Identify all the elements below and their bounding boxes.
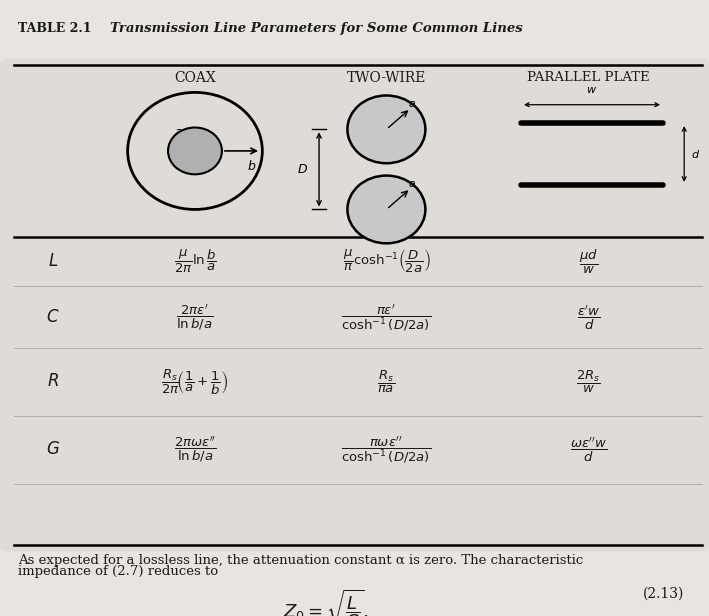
Text: TWO-WIRE: TWO-WIRE	[347, 71, 426, 85]
Text: $\dfrac{R_s}{\pi a}$: $\dfrac{R_s}{\pi a}$	[377, 369, 396, 395]
Text: impedance of (2.7) reduces to: impedance of (2.7) reduces to	[18, 565, 218, 578]
Text: PARALLEL PLATE: PARALLEL PLATE	[527, 71, 649, 84]
Circle shape	[168, 128, 222, 174]
Text: $Z_0 = \sqrt{\dfrac{L}{C}},$: $Z_0 = \sqrt{\dfrac{L}{C}},$	[284, 587, 369, 616]
Circle shape	[347, 95, 425, 163]
Text: As expected for a lossless line, the attenuation constant α is zero. The charact: As expected for a lossless line, the att…	[18, 554, 583, 567]
Text: $a$: $a$	[408, 99, 416, 109]
Text: $a$: $a$	[174, 126, 183, 139]
Text: $b$: $b$	[247, 160, 256, 173]
Text: $\dfrac{R_s}{2\pi}\!\left(\dfrac{1}{a}+\dfrac{1}{b}\right)$: $\dfrac{R_s}{2\pi}\!\left(\dfrac{1}{a}+\…	[161, 367, 229, 397]
Text: $D$: $D$	[297, 163, 308, 176]
Text: $\mathit{L}$: $\mathit{L}$	[48, 253, 58, 270]
Text: $\dfrac{\epsilon' w}{d}$: $\dfrac{\epsilon' w}{d}$	[576, 303, 601, 331]
Text: $\dfrac{\mu}{\pi}\cosh^{-1}\!\left(\dfrac{D}{2a}\right)$: $\dfrac{\mu}{\pi}\cosh^{-1}\!\left(\dfra…	[342, 248, 430, 275]
Text: $\dfrac{\pi\omega\epsilon''}{\cosh^{-1}(D/2a)}$: $\dfrac{\pi\omega\epsilon''}{\cosh^{-1}(…	[341, 434, 432, 465]
Text: $\dfrac{2\pi\omega\epsilon''}{\ln b/a}$: $\dfrac{2\pi\omega\epsilon''}{\ln b/a}$	[174, 435, 216, 464]
Text: TABLE 2.1: TABLE 2.1	[18, 22, 91, 34]
Text: $a$: $a$	[408, 179, 416, 189]
Text: $\dfrac{\mu d}{w}$: $\dfrac{\mu d}{w}$	[579, 248, 598, 276]
Text: $d$: $d$	[691, 148, 700, 160]
Text: $\mathit{R}$: $\mathit{R}$	[48, 373, 59, 391]
Text: COAX: COAX	[174, 71, 216, 85]
Circle shape	[347, 176, 425, 243]
Text: $\dfrac{\mu}{2\pi}\ln\dfrac{b}{a}$: $\dfrac{\mu}{2\pi}\ln\dfrac{b}{a}$	[174, 248, 216, 275]
Text: $\dfrac{\omega\epsilon'' w}{d}$: $\dfrac{\omega\epsilon'' w}{d}$	[570, 436, 607, 464]
Text: $\mathit{C}$: $\mathit{C}$	[46, 309, 60, 326]
Text: $w$: $w$	[586, 86, 598, 95]
FancyBboxPatch shape	[0, 59, 709, 551]
Text: (2.13): (2.13)	[643, 587, 684, 601]
Text: $\mathit{G}$: $\mathit{G}$	[46, 441, 60, 458]
Text: Transmission Line Parameters for Some Common Lines: Transmission Line Parameters for Some Co…	[110, 22, 523, 34]
Text: $\dfrac{2R_s}{w}$: $\dfrac{2R_s}{w}$	[576, 369, 601, 395]
Text: $\dfrac{2\pi\epsilon'}{\ln b/a}$: $\dfrac{2\pi\epsilon'}{\ln b/a}$	[177, 302, 213, 332]
Text: $\dfrac{\pi\epsilon'}{\cosh^{-1}(D/2a)}$: $\dfrac{\pi\epsilon'}{\cosh^{-1}(D/2a)}$	[341, 302, 432, 333]
